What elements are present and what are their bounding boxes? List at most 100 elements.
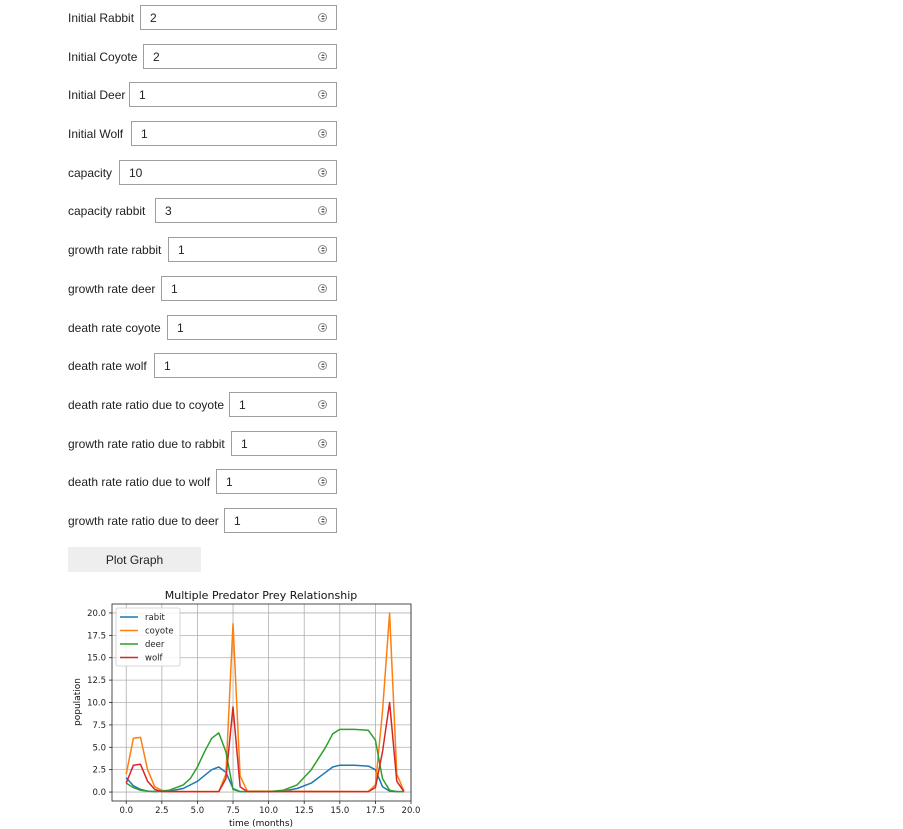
param-label: death rate coyote	[68, 320, 161, 335]
legend-label: wolf	[145, 654, 164, 664]
series-line-deer	[125, 728, 404, 793]
x-tick-label: 17.5	[366, 806, 385, 816]
legend: rabit coyote deer wolf	[115, 607, 181, 667]
param-number-input[interactable]: 1	[131, 121, 337, 146]
param-number-input[interactable]: 1	[129, 82, 337, 107]
param-row: death rate coyote	[68, 315, 168, 340]
spinner-arrows-icon[interactable]	[318, 168, 327, 177]
legend-label: coyote	[145, 627, 174, 637]
param-label: Initial Wolf	[68, 126, 124, 141]
spinner-arrows-icon[interactable]	[318, 245, 327, 254]
spinner-arrows-icon[interactable]	[318, 284, 327, 293]
param-number-input[interactable]: 1	[154, 353, 337, 378]
param-value: 1	[241, 436, 248, 451]
spinner-arrows-icon[interactable]	[318, 52, 327, 61]
param-number-input[interactable]: 1	[229, 392, 337, 417]
param-number-input[interactable]: 10	[119, 160, 337, 185]
y-tick-label: 15.0	[87, 654, 106, 664]
spinner-arrows-icon[interactable]	[318, 400, 327, 409]
param-value: 10	[129, 165, 143, 180]
spinner-arrows-icon[interactable]	[318, 516, 327, 525]
param-value: 1	[141, 126, 148, 141]
param-row: death rate ratio due to wolf	[68, 469, 217, 494]
y-tick-label: 0.0	[92, 788, 106, 798]
param-number-input[interactable]: 2	[143, 44, 337, 69]
series-lines	[125, 612, 405, 793]
spinner-arrows-icon[interactable]	[318, 13, 327, 22]
spinner-arrows-icon[interactable]	[318, 477, 327, 486]
param-value: 1	[234, 513, 241, 528]
param-row: Initial Wolf	[68, 121, 130, 146]
spinner-arrows-icon[interactable]	[318, 323, 327, 332]
param-row: capacity	[68, 160, 119, 185]
param-value: 2	[153, 49, 160, 64]
param-value: 1	[178, 242, 185, 257]
param-number-input[interactable]: 1	[231, 431, 337, 456]
param-number-input[interactable]: 1	[224, 508, 337, 533]
param-row: Initial Deer	[68, 82, 132, 107]
param-row: growth rate ratio due to deer	[68, 508, 226, 533]
param-label: growth rate deer	[68, 281, 156, 296]
param-value: 1	[171, 281, 178, 296]
param-row: growth rate ratio due to rabbit	[68, 431, 232, 456]
param-label: death rate ratio due to wolf	[68, 474, 211, 489]
param-number-input[interactable]: 1	[216, 469, 337, 494]
x-axis-label: time (months)	[229, 819, 293, 829]
y-axis-label: population	[73, 678, 83, 726]
param-number-input[interactable]: 1	[161, 276, 337, 301]
y-tick-label: 5.0	[92, 743, 106, 753]
y-tick-label: 20.0	[87, 609, 106, 619]
param-value: 1	[139, 87, 146, 102]
x-tick-label: 0.0	[119, 806, 133, 816]
param-value: 1	[164, 358, 171, 373]
series-line-wolf	[125, 701, 405, 793]
param-value: 1	[226, 474, 233, 489]
param-number-input[interactable]: 1	[167, 315, 337, 340]
x-tick-label: 20.0	[402, 806, 421, 816]
param-label: capacity	[68, 165, 113, 180]
series-line-rabit	[125, 764, 404, 793]
y-tick-label: 7.5	[92, 721, 106, 731]
param-value: 1	[239, 397, 246, 412]
legend-label: deer	[145, 640, 165, 650]
param-label: growth rate ratio due to rabbit	[68, 436, 225, 451]
param-row: capacity rabbit	[68, 198, 152, 223]
legend-box	[115, 607, 181, 667]
param-value: 2	[150, 10, 157, 25]
param-value: 3	[165, 203, 172, 218]
plot-graph-button[interactable]: Plot Graph	[68, 547, 201, 572]
spinner-arrows-icon[interactable]	[318, 361, 327, 370]
param-value: 1	[177, 320, 184, 335]
y-tick-label: 10.0	[87, 699, 106, 709]
param-label: Initial Deer	[68, 87, 126, 102]
y-tick-label: 12.5	[87, 676, 106, 686]
param-row: death rate ratio due to coyote	[68, 392, 231, 417]
x-tick-label: 12.5	[295, 806, 314, 816]
x-tick-label: 2.5	[155, 806, 169, 816]
param-label: death rate ratio due to coyote	[68, 397, 225, 412]
param-label: capacity rabbit	[68, 203, 146, 218]
param-row: growth rate rabbit	[68, 237, 168, 262]
param-row: death rate wolf	[68, 353, 154, 378]
param-label: growth rate rabbit	[68, 242, 162, 257]
param-row: Initial Rabbit	[68, 5, 141, 30]
param-number-input[interactable]: 1	[168, 237, 337, 262]
param-label: Initial Coyote	[68, 49, 138, 64]
x-tick-label: 5.0	[191, 806, 205, 816]
param-number-input[interactable]: 3	[155, 198, 337, 223]
param-label: Initial Rabbit	[68, 10, 135, 25]
series-line-coyote	[125, 612, 405, 793]
param-row: growth rate deer	[68, 276, 162, 301]
spinner-arrows-icon[interactable]	[318, 129, 327, 138]
x-tick-label: 10.0	[259, 806, 278, 816]
x-tick-label: 7.5	[226, 806, 240, 816]
param-number-input[interactable]: 2	[140, 5, 337, 30]
y-tick-label: 17.5	[87, 631, 106, 641]
spinner-arrows-icon[interactable]	[318, 439, 327, 448]
param-row: Initial Coyote	[68, 44, 144, 69]
tick-labels: 0.0 2.5 5.0 7.5 10.0 12.5 15.0 17.5 20.0 0.0 2.5 5.…	[87, 609, 420, 816]
param-label: growth rate ratio due to deer	[68, 513, 219, 528]
spinner-arrows-icon[interactable]	[318, 206, 327, 215]
y-tick-label: 2.5	[92, 766, 106, 776]
spinner-arrows-icon[interactable]	[318, 90, 327, 99]
